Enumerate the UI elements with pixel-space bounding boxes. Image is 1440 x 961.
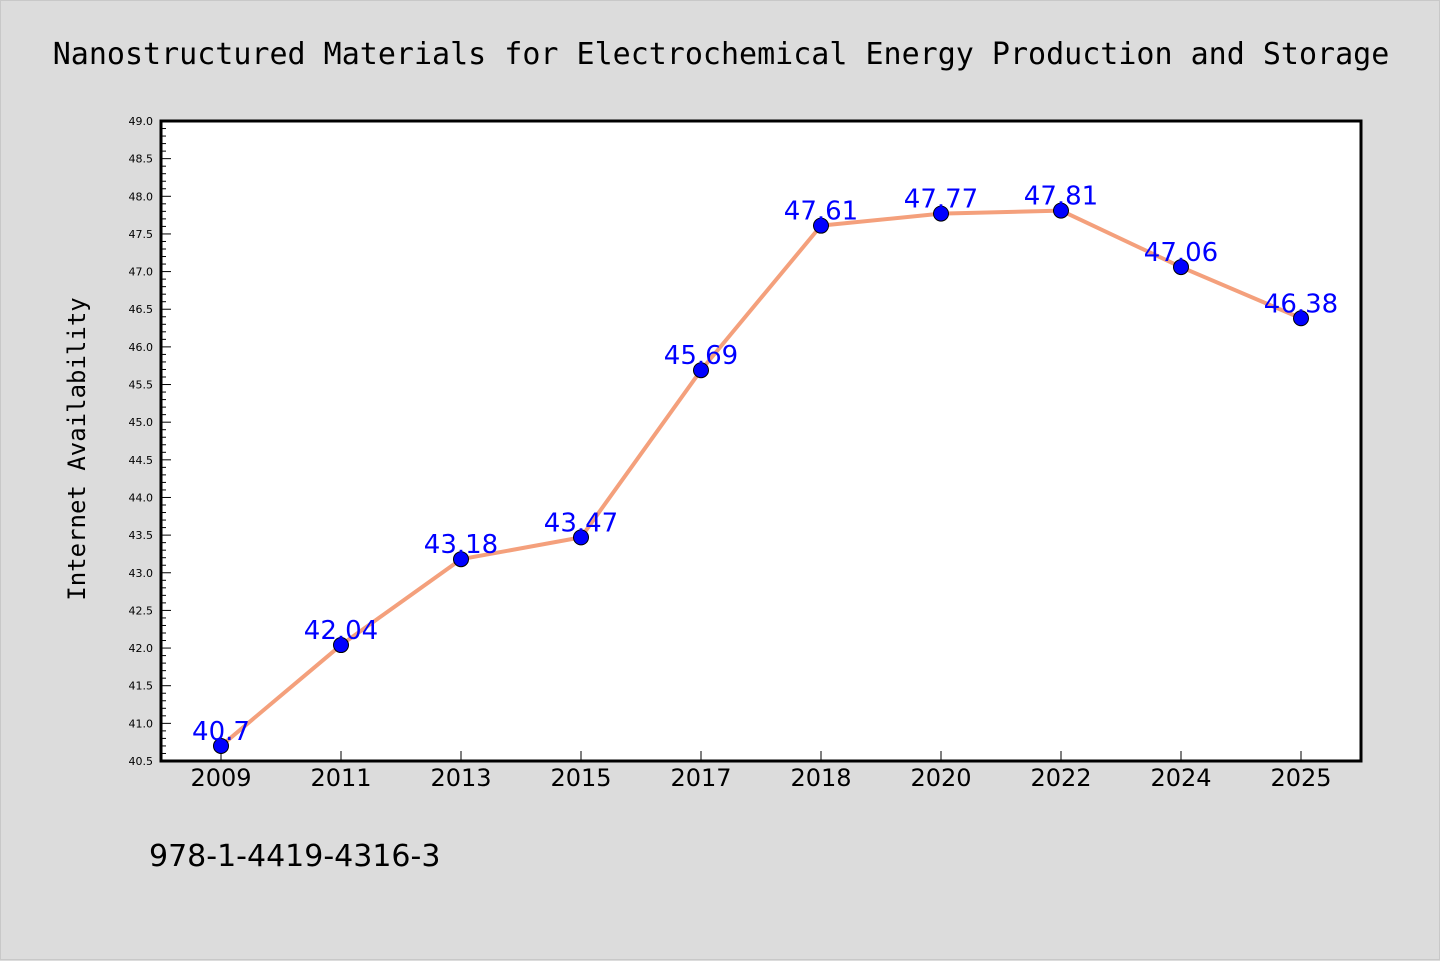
y-tick-label: 43.5 [129,529,154,542]
plot-area [161,121,1361,761]
x-tick-label: 2015 [550,764,611,792]
chart-title: Nanostructured Materials for Electrochem… [53,37,1390,72]
data-point [693,362,709,379]
x-tick-label: 2009 [190,764,251,792]
x-tick-label: 2025 [1270,764,1331,792]
data-point [933,205,949,222]
x-tick-label: 2020 [910,764,971,792]
data-point [1053,202,1069,219]
x-tick-label: 2013 [430,764,491,792]
series-line [219,208,1302,748]
y-tick-label: 46.5 [129,303,154,316]
plot-border [159,119,1363,763]
data-point [453,551,469,568]
data-label: 42.04 [304,616,378,646]
data-point [813,217,829,234]
y-tick-label: 41.5 [129,680,154,693]
x-tick-label: 2018 [790,764,851,792]
data-label: 45.69 [664,341,738,371]
y-tick-label: 44.0 [129,491,154,504]
data-label: 47.61 [784,197,858,227]
data-label: 47.77 [904,185,978,215]
data-label: 47.06 [1144,238,1218,268]
y-tick-label: 44.5 [129,454,154,467]
data-label: 43.47 [544,508,618,538]
x-tick-label: 2017 [670,764,731,792]
y-tick-label: 47.0 [129,266,154,279]
data-series: 40.7 42.04 43.18 43.47 45.69 47.61 47.77 47.81 4… [192,182,1338,754]
data-label: 47.81 [1024,182,1098,212]
y-tick-label: 46.0 [129,341,154,354]
data-label: 46.38 [1264,289,1338,319]
x-axis: 2009 2011 2013 2015 2017 2018 2020 2022 2024 2025 [190,751,1332,792]
x-tick-label: 2011 [310,764,371,792]
data-point [1173,259,1189,276]
data-point [1293,310,1309,327]
y-axis-label: Internet Availability [63,297,91,600]
y-tick-label: 42.5 [129,604,154,617]
y-tick-label: 45.0 [129,416,154,429]
y-tick-label: 41.0 [129,717,154,730]
y-tick-label: 48.5 [129,153,154,166]
y-tick-label: 42.0 [129,642,154,655]
data-point [573,529,589,546]
y-tick-label: 43.0 [129,567,154,580]
data-point [213,737,229,754]
data-label: 40.7 [192,717,250,747]
isbn-footer: 978-1-4419-4316-3 [149,839,440,874]
y-tick-label: 49.0 [129,115,154,128]
x-tick-label: 2022 [1030,764,1091,792]
data-label: 43.18 [424,530,498,560]
data-point [333,637,349,654]
y-tick-label: 40.5 [129,755,154,768]
y-tick-label: 45.5 [129,379,154,392]
y-tick-label: 47.5 [129,228,154,241]
y-tick-label: 48.0 [129,190,154,203]
y-axis: 40.5 41.0 41.5 42.0 42.5 43.0 43.5 44.0 44.5 45.0… [129,115,171,768]
x-tick-label: 2024 [1150,764,1211,792]
